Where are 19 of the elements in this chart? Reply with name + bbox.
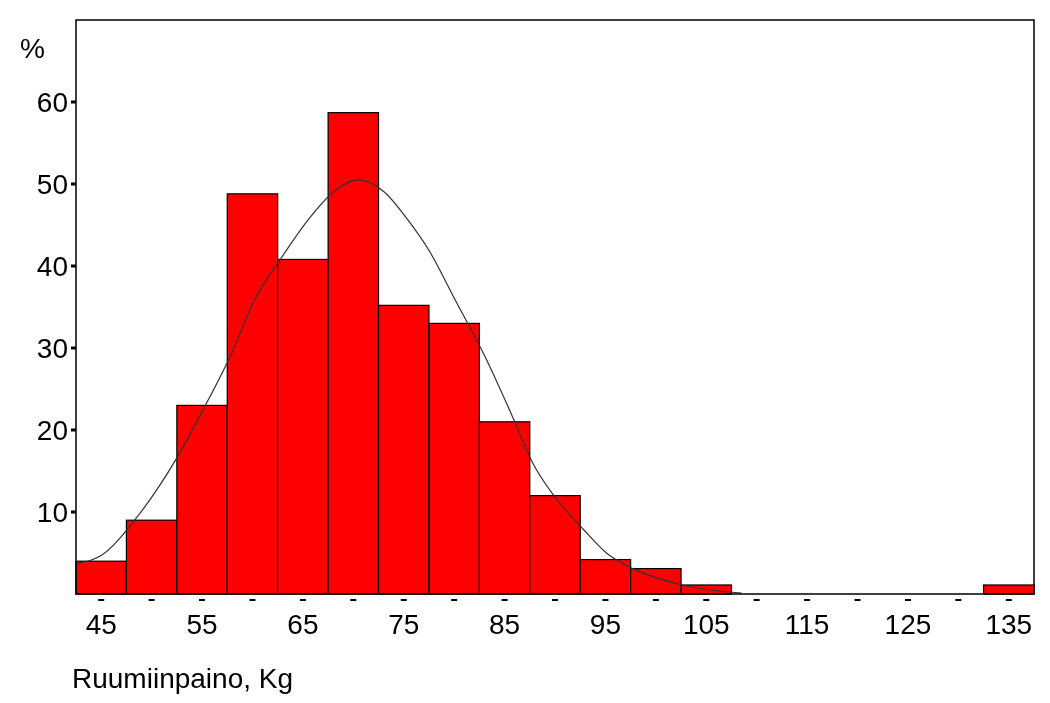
y-tick-label: 20 <box>36 414 68 446</box>
line-series <box>76 179 743 594</box>
y-tick-label: 40 <box>36 250 68 282</box>
y-tick-label: 30 <box>36 332 68 364</box>
x-tick-label: 75 <box>388 609 420 640</box>
y-axis-title: % <box>20 33 45 64</box>
x-tick-label: 135 <box>985 609 1033 640</box>
y-tick-label: 60 <box>36 86 68 118</box>
x-tick-label: 105 <box>682 609 730 640</box>
x-tick-label: 95 <box>589 609 621 640</box>
y-tick-label: 10 <box>36 496 68 528</box>
y-tick-label: 50 <box>36 168 68 200</box>
x-tick-label: 125 <box>884 609 932 640</box>
x-tick-label: 115 <box>784 609 830 640</box>
x-tick-label: 45 <box>85 609 117 640</box>
x-tick-label: 85 <box>489 609 521 640</box>
x-tick-label: 55 <box>186 609 218 640</box>
x-axis-title: Ruumiinpaino, Kg <box>72 663 294 694</box>
x-tick-label: 65 <box>287 609 319 640</box>
